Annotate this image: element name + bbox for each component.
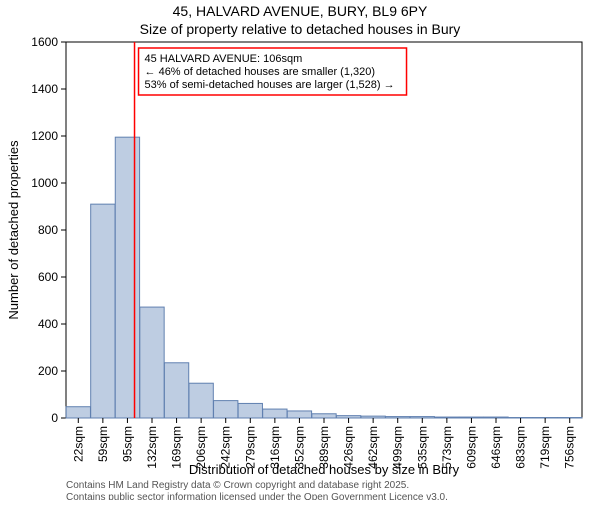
footer-line-2: Contains public sector information licen… xyxy=(66,492,448,500)
y-axis-label: Number of detached properties xyxy=(6,140,21,320)
callout-line: ← 46% of detached houses are smaller (1,… xyxy=(145,66,376,78)
x-tick-label: 169sqm xyxy=(170,426,184,469)
bar xyxy=(164,363,188,418)
x-tick-label: 683sqm xyxy=(514,426,528,469)
y-tick-label: 0 xyxy=(51,411,58,425)
bar xyxy=(361,416,385,418)
callout-line: 45 HALVARD AVENUE: 106sqm xyxy=(145,53,303,65)
bar xyxy=(91,204,115,418)
y-tick-label: 200 xyxy=(38,364,58,378)
bar xyxy=(140,307,164,418)
x-tick-label: 719sqm xyxy=(538,426,552,469)
bar xyxy=(435,417,459,418)
bar xyxy=(459,417,483,418)
bar xyxy=(336,416,360,418)
bar xyxy=(386,417,410,418)
x-tick-label: 59sqm xyxy=(96,426,110,462)
bar xyxy=(312,414,336,418)
x-tick-label: 646sqm xyxy=(489,426,503,469)
bar xyxy=(263,409,287,418)
bar xyxy=(115,137,139,418)
x-axis-label: Distribution of detached houses by size … xyxy=(189,462,460,477)
y-tick-label: 800 xyxy=(38,223,58,237)
y-tick-label: 1400 xyxy=(31,82,58,96)
y-tick-label: 600 xyxy=(38,270,58,284)
chart-svg: 45, HALVARD AVENUE, BURY, BL9 6PY Size of… xyxy=(0,0,600,500)
bar xyxy=(484,417,508,418)
chart-container: { "title1": "45, HALVARD AVENUE, BURY, B… xyxy=(0,0,600,500)
bar xyxy=(410,417,434,418)
x-tick-label: 132sqm xyxy=(145,426,159,469)
bar xyxy=(287,411,311,418)
footer-line-1: Contains HM Land Registry data © Crown c… xyxy=(66,480,409,491)
y-tick-label: 1600 xyxy=(31,35,58,49)
x-tick-label: 95sqm xyxy=(120,426,134,462)
y-tick-label: 1200 xyxy=(31,129,58,143)
bar xyxy=(189,383,213,418)
chart-title-1: 45, HALVARD AVENUE, BURY, BL9 6PY xyxy=(173,3,428,19)
bar xyxy=(214,401,238,418)
callout-line: 53% of semi-detached houses are larger (… xyxy=(145,79,395,91)
bar xyxy=(238,403,262,418)
y-tick-label: 400 xyxy=(38,317,58,331)
x-tick-label: 609sqm xyxy=(464,426,478,469)
x-tick-label: 756sqm xyxy=(563,426,577,469)
y-tick-label: 1000 xyxy=(31,176,58,190)
x-tick-label: 22sqm xyxy=(71,426,85,462)
bar xyxy=(66,407,90,418)
chart-title-2: Size of property relative to detached ho… xyxy=(140,21,461,37)
